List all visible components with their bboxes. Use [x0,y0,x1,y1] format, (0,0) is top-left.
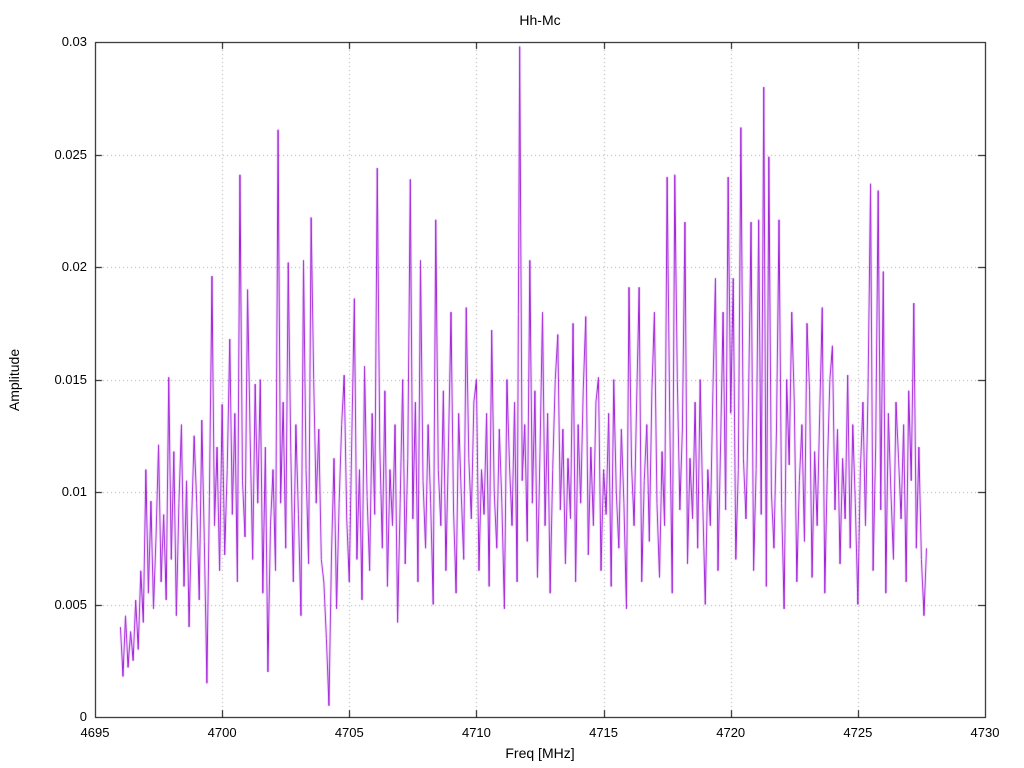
y-tick-label: 0.01 [61,484,87,499]
y-tick-label: 0.005 [54,596,87,612]
chart-title: Hh-Mc [519,12,561,28]
y-tick-label: 0.015 [54,371,87,387]
x-tick-label: 4715 [589,725,619,740]
x-tick-label: 4705 [334,725,364,740]
x-tick-label: 4695 [80,725,110,740]
y-axis-label: Amplitude [6,348,22,412]
x-axis-label: Freq [MHz] [505,745,575,761]
x-tick-label: 4725 [843,725,873,740]
x-tick-label: 4700 [207,725,237,740]
y-tick-label: 0.02 [61,259,87,274]
x-tick-label: 4730 [970,725,1000,740]
y-tick-label: 0.03 [61,34,87,49]
x-tick-label: 4720 [716,725,746,740]
y-tick-label: 0.025 [54,146,87,162]
x-tick-label: 4710 [461,725,491,740]
y-tick-label: 0 [79,709,87,724]
